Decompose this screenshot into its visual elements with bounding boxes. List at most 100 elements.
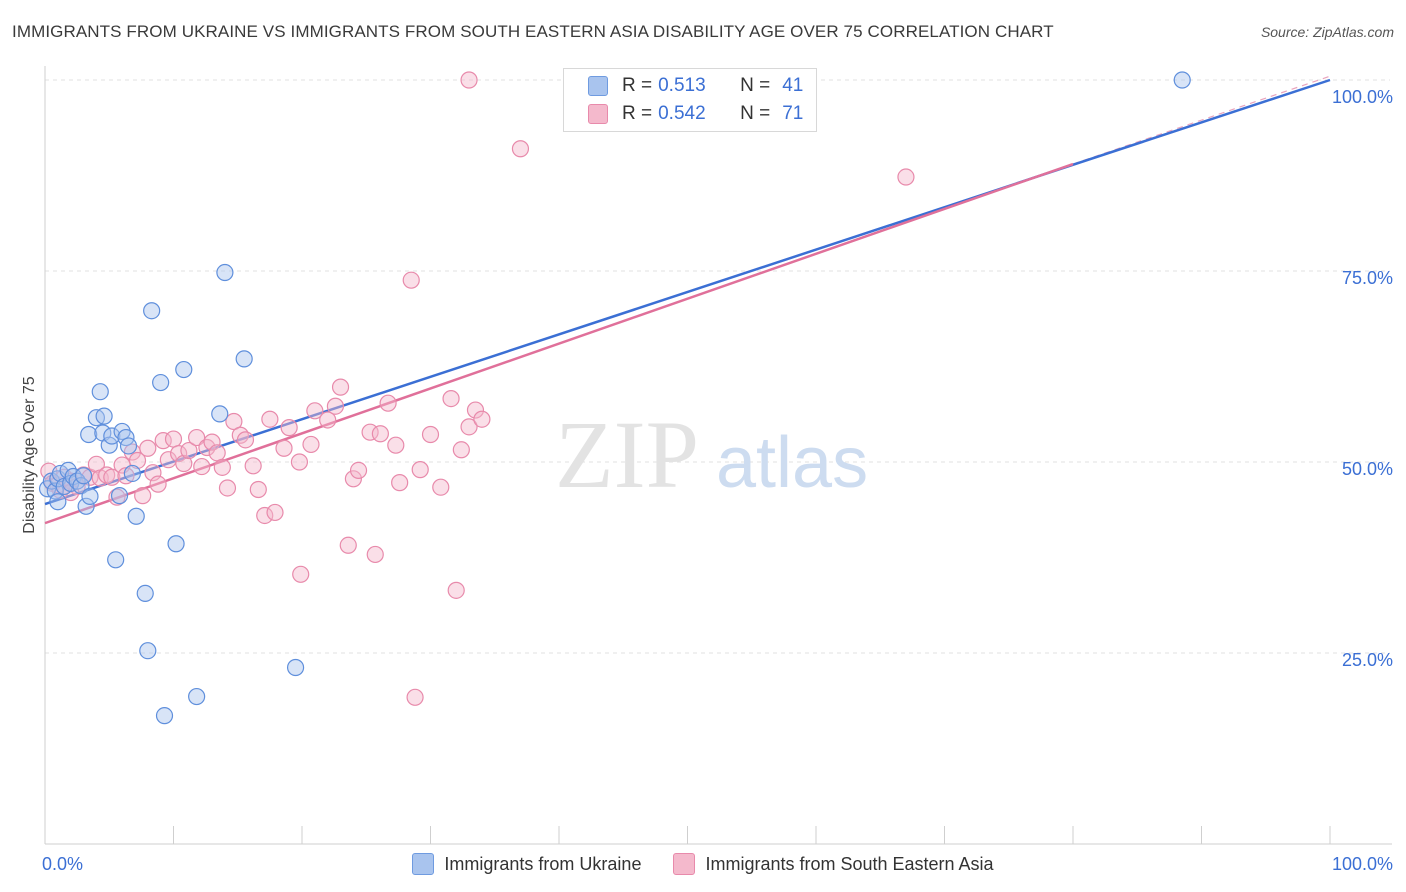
- point-sea-51: [331, 378, 350, 396]
- legend-n-label: N =: [740, 103, 771, 124]
- point-ukraine-23: [110, 487, 129, 505]
- point-sea-49: [319, 411, 337, 429]
- bottom-legend-sea[interactable]: Immigrants from South Eastern Asia: [673, 853, 994, 875]
- point-sea-40: [256, 506, 274, 525]
- point-sea-61: [402, 271, 420, 289]
- point-ukraine-36: [188, 687, 206, 706]
- point-ukraine-22: [107, 551, 125, 569]
- y-tick-label-3: 25.0%: [1342, 650, 1393, 670]
- y-axis-label: Disability Age Over 75: [21, 376, 38, 534]
- point-sea-12: [103, 468, 121, 486]
- point-sea-63: [411, 461, 429, 479]
- point-sea-42: [266, 503, 284, 522]
- point-sea-19: [139, 439, 157, 457]
- legend-row-sea: R = 0.542 N = 71: [588, 101, 803, 127]
- bottom-legend-swatch-sea: [673, 853, 696, 875]
- point-sea-72: [460, 71, 478, 89]
- point-ukraine-28: [127, 507, 145, 525]
- point-sea-44: [280, 419, 298, 437]
- trend-lines: [44, 75, 1331, 525]
- point-ukraine-38: [216, 263, 234, 282]
- point-ukraine-32: [152, 373, 170, 392]
- point-sea-73: [511, 140, 530, 158]
- point-sea-36: [231, 426, 249, 444]
- point-sea-24: [164, 430, 183, 448]
- point-sea-45: [290, 453, 309, 471]
- point-sea-58: [379, 394, 397, 412]
- point-ukraine-39: [235, 350, 253, 368]
- y-tick-label-0: 100.0%: [1332, 87, 1393, 107]
- point-sea-29: [193, 457, 211, 476]
- legend-swatch-sea: [588, 104, 608, 124]
- point-sea-18: [134, 487, 152, 505]
- trend-sea: [44, 162, 1074, 525]
- point-ukraine-12: [77, 497, 95, 515]
- point-ukraine-29: [136, 584, 154, 603]
- legend-r-value-sea: 0.542: [658, 103, 706, 124]
- point-ukraine-15: [80, 425, 98, 444]
- series-sea-points: [40, 71, 915, 706]
- axes: [44, 66, 1392, 845]
- legend-n-value-ukraine: 41: [782, 75, 804, 96]
- point-sea-70: [466, 401, 485, 419]
- point-sea-27: [180, 441, 198, 460]
- legend-n-value-sea: 71: [782, 103, 804, 124]
- point-sea-35: [225, 412, 243, 431]
- point-sea-68: [452, 441, 470, 459]
- point-sea-17: [128, 451, 147, 470]
- chart-title: IMMIGRANTS FROM UKRAINE VS IMMIGRANTS FR…: [12, 22, 1054, 41]
- point-sea-52: [339, 536, 357, 554]
- point-sea-39: [249, 480, 267, 499]
- point-sea-54: [349, 461, 368, 480]
- point-ukraine-19: [95, 407, 113, 425]
- point-sea-37: [236, 431, 255, 449]
- point-sea-69: [460, 418, 478, 436]
- bottom-legend-ukraine[interactable]: Immigrants from Ukraine: [412, 853, 641, 875]
- point-sea-67: [447, 581, 465, 599]
- y-tick-label-2: 50.0%: [1342, 459, 1393, 479]
- point-ukraine-31: [143, 302, 161, 320]
- point-sea-74: [897, 168, 915, 186]
- point-sea-53: [344, 470, 362, 488]
- point-sea-33: [213, 458, 231, 476]
- point-ukraine-13: [81, 487, 99, 505]
- point-sea-71: [473, 410, 491, 428]
- bottom-legend: Immigrants from Ukraine Immigrants from …: [0, 851, 1406, 877]
- watermark-atlas: atlas: [716, 423, 868, 503]
- bottom-legend-label-ukraine: Immigrants from Ukraine: [444, 853, 642, 874]
- point-ukraine-21: [103, 427, 121, 445]
- point-sea-43: [275, 439, 293, 457]
- trend-ukraine: [44, 78, 1331, 506]
- watermark-zip: ZIP: [555, 401, 699, 508]
- point-ukraine-14: [49, 493, 67, 511]
- x-tick-label-1: 100.0%: [1332, 854, 1393, 874]
- point-ukraine-33: [155, 707, 174, 725]
- point-ukraine-11: [74, 467, 93, 485]
- source-label: Source: ZipAtlas.com: [1260, 24, 1394, 40]
- legend-r-label: R =: [622, 75, 653, 96]
- series-ukraine-points: [38, 71, 1191, 725]
- point-sea-48: [306, 402, 324, 420]
- point-sea-59: [387, 436, 405, 454]
- point-sea-41: [261, 410, 279, 428]
- x-tick-label-0: 0.0%: [42, 854, 83, 874]
- point-sea-60: [391, 474, 409, 492]
- point-sea-66: [442, 389, 460, 408]
- point-sea-56: [366, 545, 384, 564]
- point-sea-62: [406, 688, 424, 706]
- point-ukraine-27: [123, 464, 141, 483]
- point-sea-65: [432, 478, 450, 496]
- y-tick-label-1: 75.0%: [1342, 268, 1393, 288]
- point-ukraine-37: [211, 405, 229, 423]
- point-sea-31: [203, 433, 221, 451]
- legend-row-ukraine: R = 0.513 N = 41: [588, 73, 803, 99]
- legend-r-value-ukraine: 0.513: [658, 75, 706, 96]
- point-sea-32: [208, 444, 226, 462]
- legend-n-label: N =: [740, 75, 771, 96]
- point-ukraine-41: [1173, 71, 1191, 89]
- point-sea-46: [292, 565, 310, 583]
- point-ukraine-17: [91, 383, 109, 401]
- point-sea-47: [302, 435, 320, 454]
- bottom-legend-swatch-ukraine: [412, 853, 435, 875]
